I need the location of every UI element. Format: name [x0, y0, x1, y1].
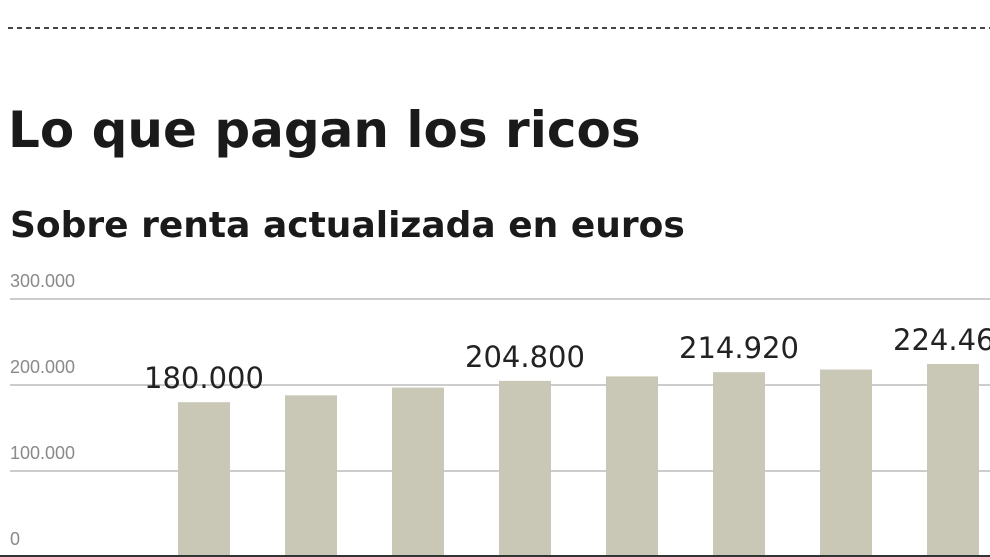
y-tick-label: 200.000 [10, 357, 75, 377]
bar [178, 402, 230, 557]
y-tick-label: 0 [10, 529, 20, 549]
bar [927, 363, 979, 557]
chart-title: Lo que pagan los ricos [8, 101, 641, 159]
y-tick-label: 300.000 [10, 271, 75, 291]
value-label: 214.920 [679, 331, 799, 365]
value-label: 224.460 [893, 323, 990, 357]
chart-subtitle: Sobre renta actualizada en euros [10, 205, 685, 246]
bar [606, 376, 658, 557]
bar [499, 380, 551, 557]
bar [820, 369, 872, 557]
bar [392, 387, 444, 557]
value-label: 180.000 [144, 361, 264, 395]
y-tick-label: 100.000 [10, 443, 75, 463]
bar [285, 395, 337, 557]
value-label: 204.800 [465, 340, 585, 374]
bar [713, 372, 765, 557]
